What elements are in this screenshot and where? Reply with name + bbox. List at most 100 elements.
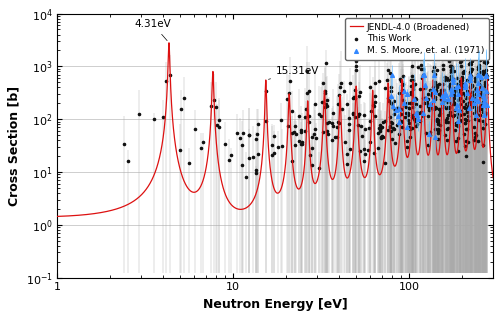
M. S. Moore, et. al. (1971) [404, 91, 411, 96]
This Work [476, 57, 484, 62]
M. S. Moore, et. al. (1971) [452, 105, 460, 110]
This Work [408, 125, 416, 130]
This Work [408, 84, 416, 89]
This Work [444, 78, 452, 83]
This Work [360, 158, 368, 163]
This Work [448, 95, 456, 100]
This Work [346, 121, 354, 126]
This Work [216, 125, 224, 130]
This Work [424, 104, 432, 109]
This Work [371, 100, 379, 105]
This Work [360, 113, 368, 118]
This Work [450, 113, 458, 118]
This Work [238, 162, 246, 167]
JENDL-4.0 (Broadened) [78, 213, 84, 217]
M. S. Moore, et. al. (1971) [403, 124, 411, 129]
This Work [322, 88, 330, 93]
This Work [252, 167, 260, 172]
This Work [471, 79, 479, 84]
M. S. Moore, et. al. (1971) [454, 118, 462, 123]
This Work [471, 103, 479, 108]
This Work [457, 108, 465, 114]
This Work [431, 80, 439, 85]
This Work [328, 138, 336, 143]
This Work [414, 109, 422, 114]
This Work [254, 122, 262, 127]
This Work [450, 95, 458, 100]
M. S. Moore, et. al. (1971) [388, 93, 396, 98]
This Work [483, 59, 491, 65]
M. S. Moore, et. al. (1971) [461, 84, 469, 89]
This Work [402, 104, 409, 109]
This Work [254, 152, 262, 157]
This Work [438, 62, 446, 67]
This Work [318, 99, 326, 104]
This Work [379, 119, 387, 124]
This Work [480, 97, 488, 102]
This Work [420, 97, 428, 102]
This Work [482, 110, 490, 115]
This Work [464, 113, 472, 118]
This Work [448, 87, 456, 93]
This Work [456, 96, 464, 101]
This Work [472, 132, 480, 137]
This Work [236, 135, 244, 140]
This Work [390, 140, 398, 145]
This Work [444, 120, 452, 125]
This Work [468, 83, 475, 88]
This Work [356, 89, 364, 94]
This Work [396, 107, 404, 113]
This Work [464, 117, 472, 122]
This Work [482, 72, 490, 77]
This Work [308, 162, 316, 167]
This Work [454, 123, 462, 128]
This Work [475, 74, 483, 80]
M. S. Moore, et. al. (1971) [442, 93, 450, 98]
This Work [262, 118, 270, 123]
This Work [448, 75, 456, 80]
This Work [472, 115, 480, 120]
This Work [386, 123, 394, 128]
This Work [424, 142, 432, 148]
This Work [252, 170, 260, 175]
This Work [469, 100, 477, 105]
This Work [446, 58, 454, 63]
This Work [432, 89, 440, 94]
This Work [396, 106, 404, 111]
This Work [483, 91, 491, 96]
This Work [298, 140, 306, 145]
This Work [452, 123, 460, 128]
M. S. Moore, et. al. (1971) [438, 93, 446, 98]
This Work [408, 91, 416, 96]
This Work [452, 107, 460, 112]
M. S. Moore, et. al. (1971) [395, 107, 403, 112]
This Work [210, 98, 218, 103]
Legend: JENDL-4.0 (Broadened), This Work, M. S. Moore, et. al. (1971): JENDL-4.0 (Broadened), This Work, M. S. … [345, 18, 488, 59]
This Work [303, 91, 311, 96]
This Work [162, 79, 170, 84]
This Work [455, 95, 463, 100]
This Work [474, 72, 482, 77]
This Work [439, 104, 447, 109]
This Work [478, 142, 486, 147]
M. S. Moore, et. al. (1971) [454, 84, 462, 89]
This Work [480, 126, 488, 131]
This Work [348, 111, 356, 116]
This Work [467, 49, 475, 54]
This Work [453, 112, 461, 117]
This Work [438, 99, 446, 104]
This Work [474, 66, 482, 72]
This Work [434, 130, 442, 135]
This Work [398, 125, 406, 130]
This Work [335, 92, 343, 97]
This Work [440, 97, 448, 102]
This Work [468, 66, 476, 71]
This Work [437, 87, 445, 93]
This Work [365, 126, 373, 131]
This Work [328, 121, 336, 126]
This Work [180, 96, 188, 101]
This Work [418, 62, 426, 67]
This Work [352, 68, 360, 73]
This Work [440, 101, 448, 106]
This Work [467, 96, 475, 101]
